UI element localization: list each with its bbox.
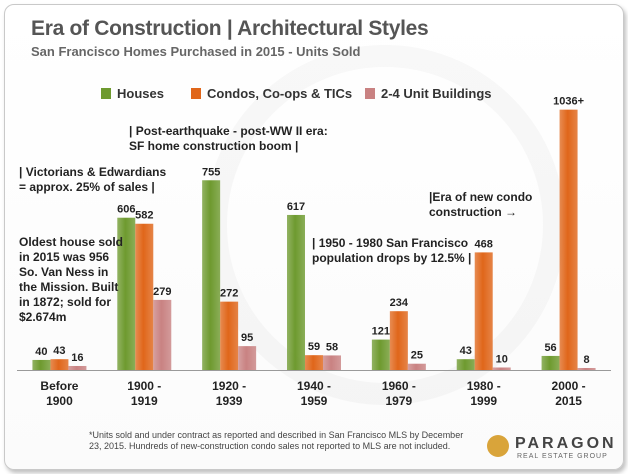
data-label-condos-4: 234 — [390, 297, 409, 309]
logo-name: PARAGON — [515, 435, 617, 452]
x-tick-label-3: 1940 - — [297, 379, 331, 393]
data-label-condos-3: 59 — [308, 341, 320, 353]
bar-houses-6 — [541, 355, 560, 370]
bar-two-four-6 — [577, 367, 596, 370]
bar-houses-4 — [371, 339, 390, 370]
data-label-condos-6: 1036+ — [553, 96, 584, 108]
bar-condos-4 — [389, 311, 408, 370]
data-label-houses-0: 40 — [35, 346, 47, 358]
x-tick-label-line2-1: 1919 — [131, 394, 158, 408]
x-tick-label-0: Before — [40, 379, 78, 393]
data-label-houses-5: 43 — [460, 345, 472, 357]
bar-condos-3 — [305, 355, 323, 370]
x-tick-label-line2-6: 2015 — [555, 394, 582, 408]
x-tick-label-6: 2000 - — [552, 379, 586, 393]
data-label-houses-2: 755 — [202, 166, 220, 178]
legend-swatch-two-four — [365, 88, 375, 99]
annotation-victorians: | Victorians & Edwardians = approx. 25% … — [19, 165, 167, 194]
data-label-two-four-4: 25 — [411, 350, 423, 362]
data-label-houses-6: 56 — [544, 342, 556, 354]
bar-two-four-2 — [238, 346, 257, 370]
annotation-oldest-house: Oldest house sold in 2015 was 956 So. Va… — [19, 235, 124, 324]
x-tick-label-line2-0: 1900 — [46, 394, 73, 408]
data-label-two-four-5: 10 — [496, 353, 508, 365]
bar-houses-1 — [117, 217, 136, 370]
legend-label-houses: Houses — [117, 86, 164, 101]
bar-two-four-4 — [407, 363, 426, 370]
bar-two-four-5 — [492, 367, 511, 370]
bar-houses-3 — [287, 214, 305, 370]
legend-swatch-condos — [191, 88, 201, 99]
data-label-houses-3: 617 — [287, 201, 305, 213]
data-label-condos-2: 272 — [220, 288, 238, 300]
data-label-houses-4: 121 — [372, 326, 390, 338]
data-label-two-four-3: 58 — [326, 341, 338, 353]
x-tick-label-4: 1960 - — [382, 379, 416, 393]
legend-item-condos: Condos, Co-ops & TICs — [191, 86, 352, 101]
bar-two-four-3 — [323, 355, 341, 370]
legend-label-condos: Condos, Co-ops & TICs — [207, 86, 353, 101]
data-label-houses-1: 606 — [117, 204, 135, 216]
bar-condos-1 — [135, 223, 154, 370]
x-tick-label-line2-3: 1959 — [301, 394, 328, 408]
bar-condos-2 — [220, 301, 239, 370]
x-tick-label-1: 1900 - — [127, 379, 161, 393]
data-label-condos-0: 43 — [53, 345, 65, 357]
data-label-condos-1: 582 — [135, 210, 153, 222]
data-label-two-four-2: 95 — [241, 332, 253, 344]
annotation-population-drop: | 1950 - 1980 San Francisco population d… — [312, 236, 472, 265]
paragon-mark-icon — [487, 435, 509, 457]
x-tick-label-line2-2: 1939 — [216, 394, 243, 408]
data-label-two-four-0: 16 — [71, 352, 83, 364]
legend-label-two-four: 2-4 Unit Buildings — [381, 86, 492, 101]
bar-two-four-1 — [153, 299, 172, 370]
bar-condos-5 — [474, 252, 493, 370]
x-tick-label-line2-4: 1979 — [386, 394, 413, 408]
x-tick-label-5: 1980 - — [467, 379, 501, 393]
legend-item-two-four: 2-4 Unit Buildings — [365, 86, 492, 101]
footnote: *Units sold and under contract as report… — [89, 430, 464, 451]
bar-houses-0 — [32, 359, 51, 370]
x-tick-label-line2-5: 1999 — [470, 394, 497, 408]
data-label-condos-5: 468 — [475, 238, 493, 250]
bar-condos-6 — [559, 109, 578, 370]
annotation-new-condo-era: |Era of new condo construction → — [429, 190, 533, 219]
legend-swatch-houses — [101, 88, 111, 99]
data-label-two-four-6: 8 — [584, 354, 590, 366]
chart-subtitle: San Francisco Homes Purchased in 2015 - … — [31, 44, 361, 59]
bar-two-four-0 — [68, 365, 87, 370]
x-tick-label-2: 1920 - — [212, 379, 246, 393]
annotation-boom-era: | Post-earthquake - post-WW II era: SF h… — [129, 124, 328, 153]
chart-title: Era of Construction | Architectural Styl… — [31, 17, 429, 40]
data-label-two-four-1: 279 — [153, 286, 171, 298]
chart-frame: Era of Construction | Architectural Styl… — [4, 4, 624, 470]
legend: Houses Condos, Co-ops & TICs 2-4 Unit Bu… — [5, 86, 623, 104]
bar-condos-0 — [50, 359, 69, 370]
legend-item-houses: Houses — [101, 86, 164, 101]
bar-houses-2 — [202, 180, 221, 370]
logo-tagline: REAL ESTATE GROUP — [517, 453, 608, 460]
bar-houses-5 — [456, 359, 475, 370]
